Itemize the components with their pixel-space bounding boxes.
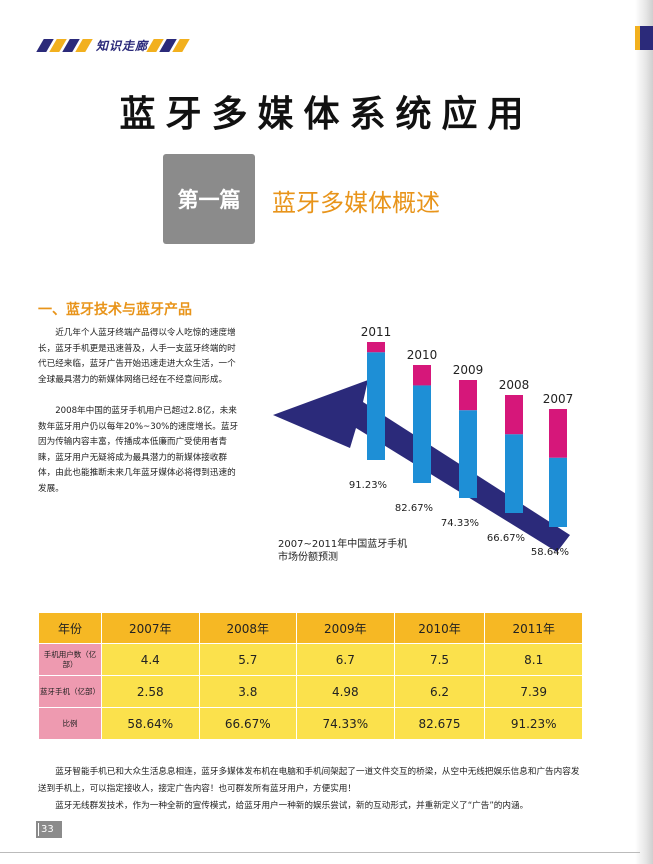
edge-tab-marker (635, 26, 653, 50)
year-label: 2009 (453, 363, 484, 377)
table-header-cell: 年份 (38, 612, 102, 644)
footer-paragraph-2: 蓝牙无线群发技术，作为一种全新的宣传模式，给蓝牙用户一种新的娱乐尝试，新的互动形… (55, 801, 529, 811)
bar-remainder (413, 365, 431, 386)
table-row: 比例 58.64% 66.67% 74.33% 82.675 91.23% (38, 707, 583, 740)
table-header-cell: 2008年 (198, 612, 298, 644)
row-label: 比例 (38, 707, 102, 740)
page-number: 33 (36, 821, 62, 838)
value-label: 58.64% (531, 547, 569, 558)
value-label: 91.23% (349, 480, 387, 491)
table-header-cell: 2010年 (393, 612, 486, 644)
section-tag: 知识走廊 (96, 39, 149, 53)
table-row: 手机用户数（亿部） 4.4 5.7 6.7 7.5 8.1 (38, 643, 583, 676)
paragraph-2: 2008年中国的蓝牙手机用户已超过2.8亿，未来数年蓝牙用户仍以每年20%~30… (38, 406, 239, 494)
year-label: 2011 (361, 325, 392, 339)
table-cell: 8.1 (484, 643, 583, 676)
table-cell: 58.64% (101, 707, 200, 740)
bar-remainder (459, 380, 477, 411)
table-cell: 5.7 (198, 643, 298, 676)
value-label: 74.33% (441, 518, 479, 529)
row-label: 手机用户数（亿部） (38, 643, 102, 676)
bar-share (413, 385, 431, 483)
year-label: 2007 (543, 392, 574, 406)
table-cell: 4.98 (296, 675, 395, 708)
year-label: 2008 (499, 378, 530, 392)
table-cell: 7.5 (393, 643, 486, 676)
table-cell: 91.23% (484, 707, 583, 740)
table-header-cell: 2009年 (296, 612, 395, 644)
bar-share (367, 352, 385, 460)
table-cell: 6.7 (296, 643, 395, 676)
bar-share (549, 457, 567, 527)
table-cell: 82.675 (393, 707, 486, 740)
table-header-cell: 2007年 (101, 612, 200, 644)
table-cell: 66.67% (198, 707, 298, 740)
table-cell: 6.2 (393, 675, 486, 708)
row-label: 蓝牙手机（亿部） (38, 675, 102, 708)
part-label: 第一篇 (163, 154, 255, 244)
bar-share (505, 434, 523, 513)
body-paragraph: 2008年中国的蓝牙手机用户已超过2.8亿，未来数年蓝牙用户仍以每年20%~30… (38, 404, 242, 497)
bar-share (459, 410, 477, 498)
market-share-chart: 2011 91.23% 2010 82.67% 2009 74.33% 2008 66.67%… (273, 325, 574, 563)
table-cell: 4.4 (101, 643, 200, 676)
body-paragraph: 近几年个人蓝牙终端产品得以令人吃惊的速度增长，蓝牙手机更是迅速普及，人手一支蓝牙… (38, 326, 242, 388)
table-cell: 7.39 (484, 675, 583, 708)
page-edge (635, 0, 653, 864)
year-label: 2010 (407, 348, 438, 362)
chart-title-line-2: 市场份额预测 (278, 550, 338, 563)
table-cell: 3.8 (198, 675, 298, 708)
table-header-cell: 2011年 (484, 612, 583, 644)
value-label: 82.67% (395, 503, 433, 514)
table-cell: 74.33% (296, 707, 395, 740)
table-header-row: 年份 2007年 2008年 2009年 2010年 2011年 (38, 612, 583, 644)
chart-title-line-1: 2007~2011年中国蓝牙手机 (278, 537, 407, 550)
data-table: 年份 2007年 2008年 2009年 2010年 2011年 手机用户数（亿… (38, 612, 583, 740)
value-label: 66.67% (487, 533, 525, 544)
table-cell: 2.58 (101, 675, 200, 708)
bar-remainder (367, 342, 385, 353)
part-title: 蓝牙多媒体概述 (272, 189, 440, 217)
bar-remainder (505, 395, 523, 435)
table-row: 蓝牙手机（亿部） 2.58 3.8 4.98 6.2 7.39 (38, 675, 583, 708)
section-heading: 一、蓝牙技术与蓝牙产品 (38, 302, 192, 318)
bar-remainder (549, 409, 567, 458)
page-title: 蓝牙多媒体系统应用 (119, 94, 534, 135)
footer-paragraph-1: 蓝牙智能手机已和大众生活息息相连，蓝牙多媒体发布机在电脑和手机间架起了一道文件交… (38, 767, 580, 794)
paragraph-1: 近几年个人蓝牙终端产品得以令人吃惊的速度增长，蓝牙手机更是迅速普及，人手一支蓝牙… (38, 328, 236, 385)
bottom-rule (0, 852, 640, 853)
